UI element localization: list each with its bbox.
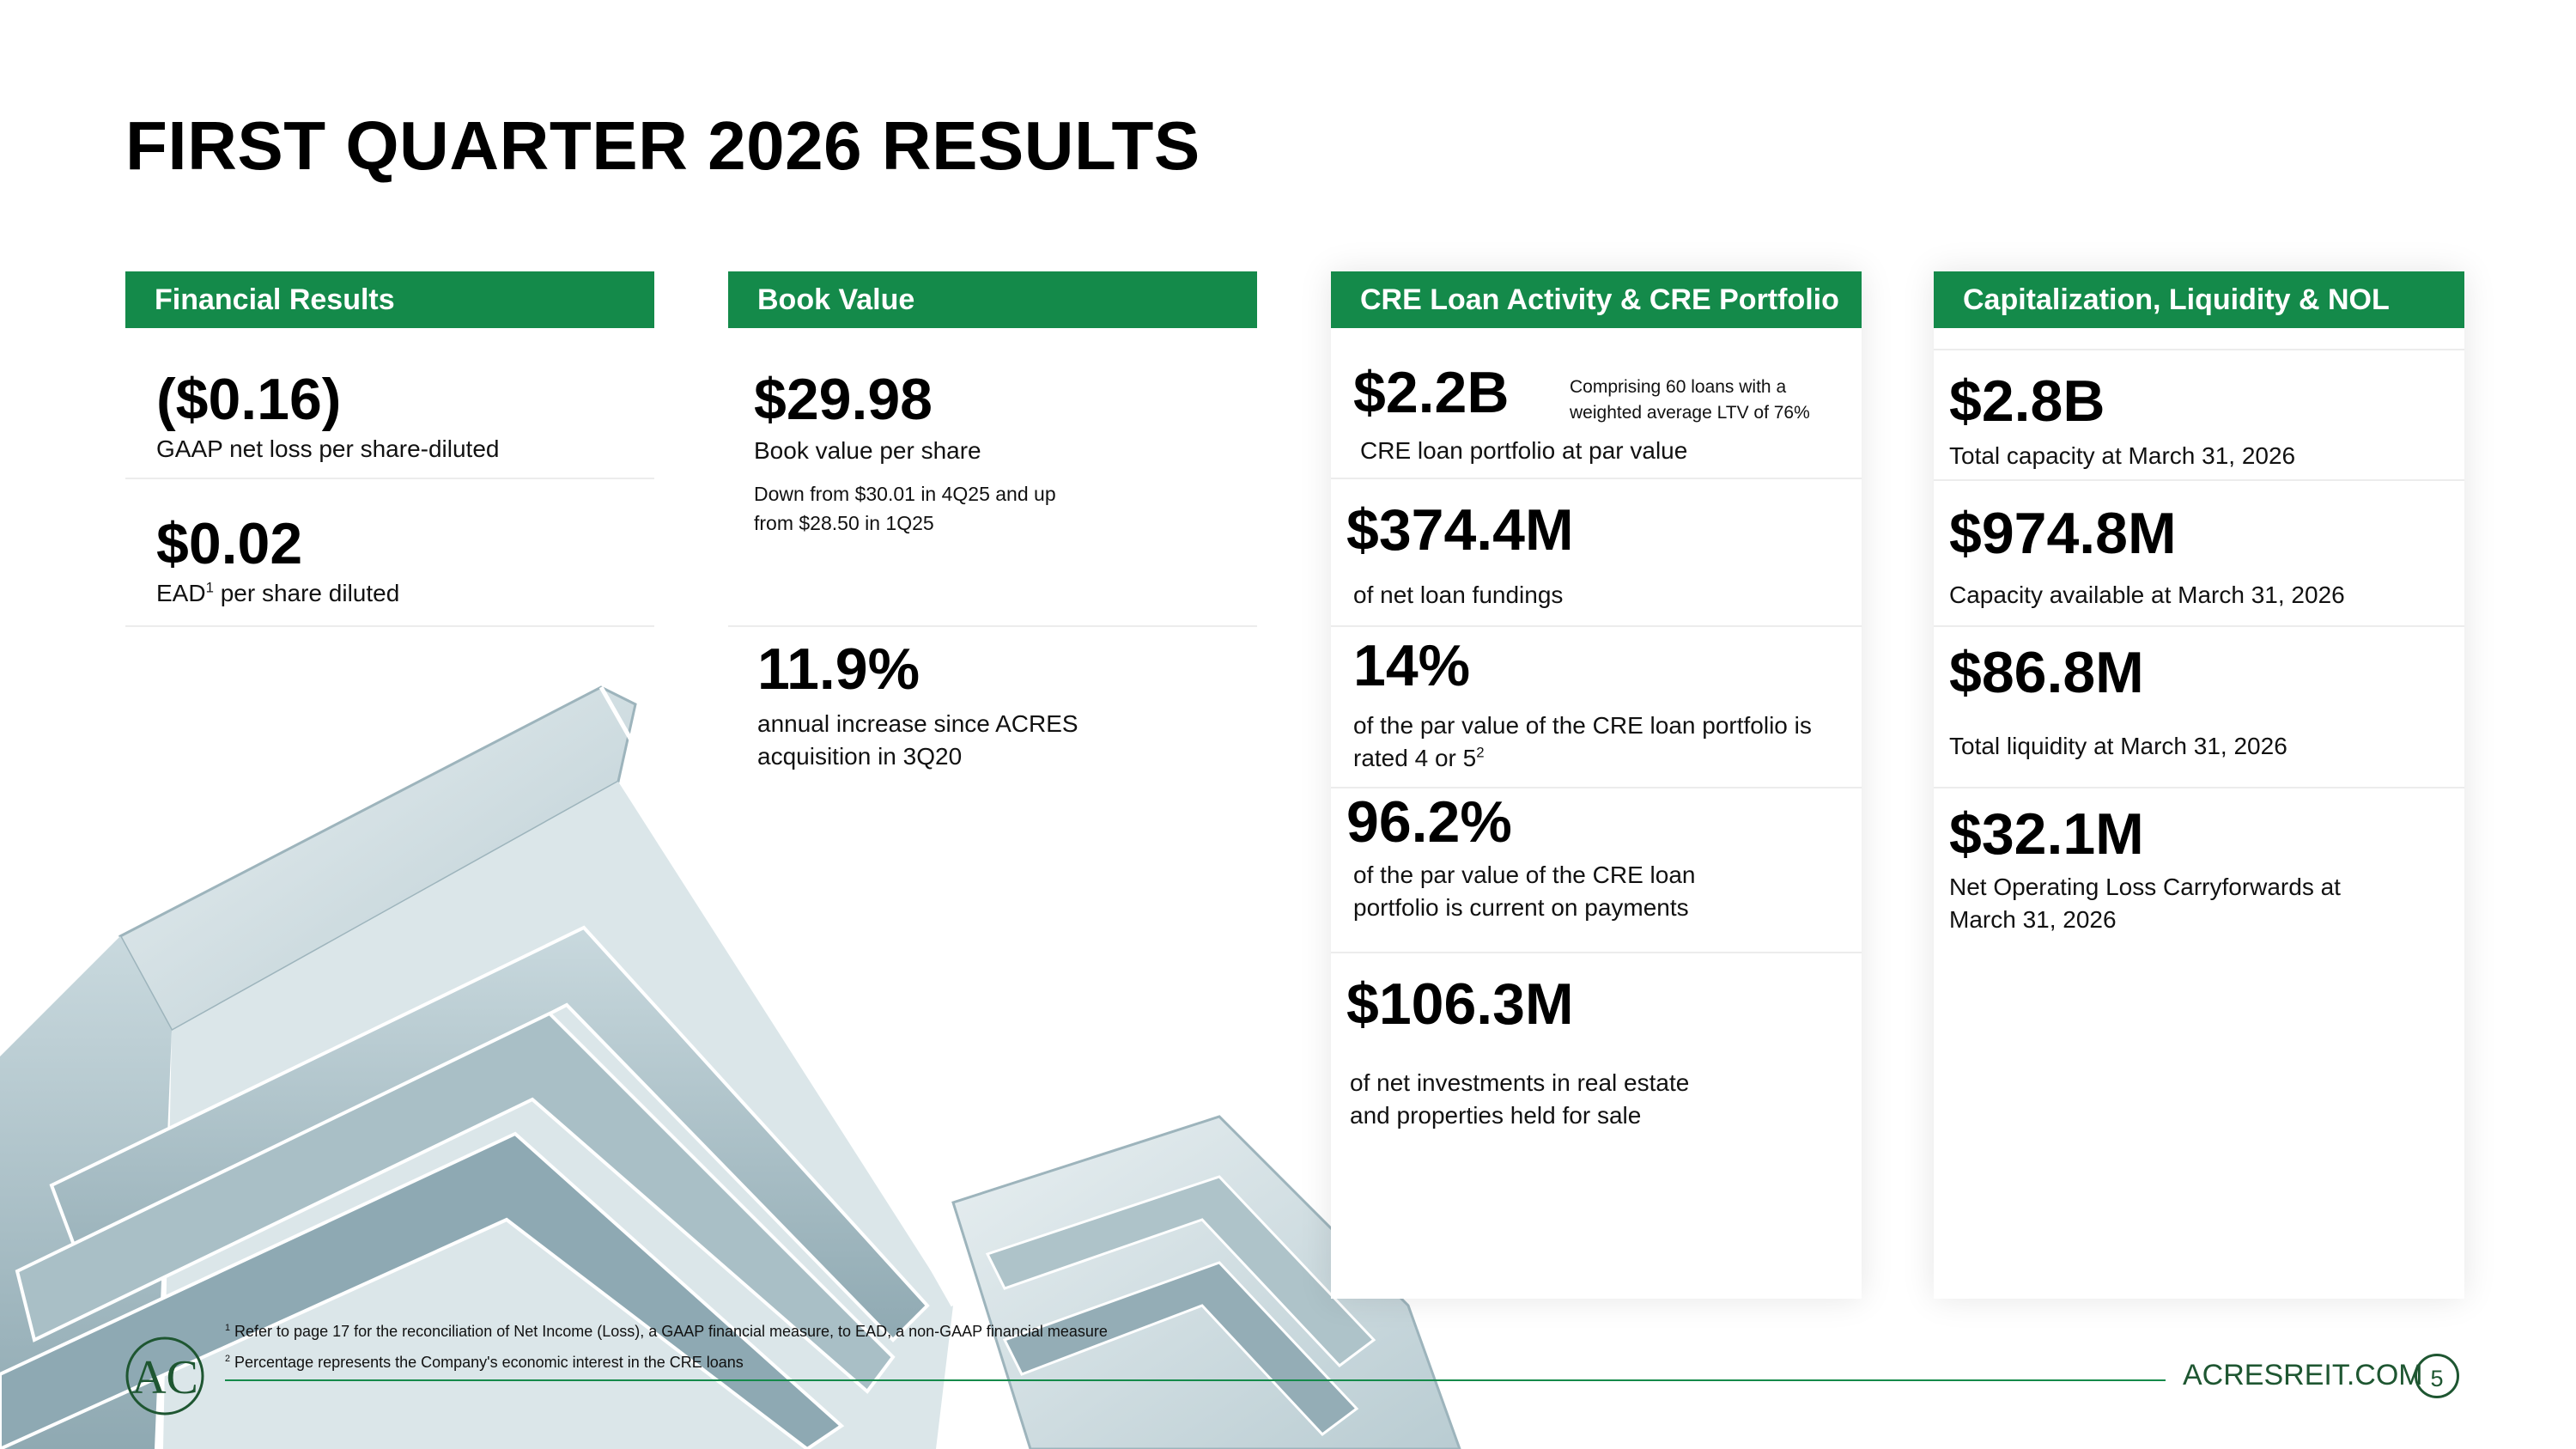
gaap-eps-cell: ($0.16) GAAP net loss per share-diluted bbox=[125, 328, 654, 479]
cre-portfolio-value: $2.2B bbox=[1353, 360, 1510, 425]
rated-value: 14% bbox=[1353, 633, 1471, 698]
cre-panel: CRE Loan Activity & CRE Portfolio $2.2B … bbox=[1331, 271, 1862, 1299]
bvps-label: Book value per share bbox=[754, 437, 981, 464]
annual-increase-line1: annual increase since ACRES bbox=[757, 710, 1078, 737]
annual-increase-value: 11.9% bbox=[757, 636, 920, 702]
cre-header: CRE Loan Activity & CRE Portfolio bbox=[1331, 271, 1862, 328]
capitalization-panel: Capitalization, Liquidity & NOL $2.8B To… bbox=[1934, 271, 2464, 1299]
capacity-available-value: $974.8M bbox=[1949, 501, 2177, 566]
real-estate-value: $106.3M bbox=[1346, 971, 1574, 1037]
current-payments-cell: 96.2% of the par value of the CRE loan p… bbox=[1331, 788, 1862, 953]
footer-divider bbox=[225, 1379, 2166, 1381]
website-link[interactable]: ACRESREIT.COM bbox=[2183, 1359, 2423, 1391]
total-liquidity-value: $86.8M bbox=[1949, 640, 2144, 705]
net-loan-fundings-label: of net loan fundings bbox=[1353, 581, 1564, 608]
total-liquidity-label: Total liquidity at March 31, 2026 bbox=[1949, 733, 2287, 759]
page-number: 5 bbox=[2415, 1354, 2459, 1398]
bvps-value: $29.98 bbox=[754, 367, 933, 432]
bvps-note-line1: Down from $30.01 in 4Q25 and up bbox=[754, 483, 1056, 505]
current-payments-value: 96.2% bbox=[1346, 789, 1512, 855]
cre-portfolio-note-line2: weighted average LTV of 76% bbox=[1570, 403, 1810, 423]
nol-value: $32.1M bbox=[1949, 801, 2144, 867]
ead-value: $0.02 bbox=[156, 511, 303, 576]
building-illustration bbox=[0, 685, 1461, 1449]
book-value-header: Book Value bbox=[728, 271, 1257, 328]
capitalization-header: Capitalization, Liquidity & NOL bbox=[1934, 271, 2464, 328]
rated-line1: of the par value of the CRE loan portfol… bbox=[1353, 712, 1812, 739]
cre-portfolio-cell: $2.2B Comprising 60 loans with a weighte… bbox=[1331, 328, 1862, 479]
cre-portfolio-label: CRE loan portfolio at par value bbox=[1360, 437, 1688, 464]
gaap-eps-value: ($0.16) bbox=[156, 367, 342, 432]
svg-text:AC: AC bbox=[131, 1351, 198, 1404]
financial-results-panel: Financial Results ($0.16) GAAP net loss … bbox=[125, 271, 654, 1302]
nol-line2: March 31, 2026 bbox=[1949, 906, 2117, 933]
rated-cell: 14% of the par value of the CRE loan por… bbox=[1331, 627, 1862, 788]
rated-line2: rated 4 or 52 bbox=[1353, 744, 1485, 771]
real-estate-line1: of net investments in real estate bbox=[1350, 1069, 1690, 1096]
total-capacity-value: $2.8B bbox=[1949, 368, 2105, 434]
total-capacity-cell: $2.8B Total capacity at March 31, 2026 bbox=[1934, 349, 2464, 481]
net-loan-fundings-value: $374.4M bbox=[1346, 497, 1574, 563]
ead-label: EAD1 per share diluted bbox=[156, 579, 400, 606]
bvps-note-line2: from $28.50 in 1Q25 bbox=[754, 512, 934, 534]
acres-logo: AC bbox=[125, 1336, 204, 1416]
total-capacity-label: Total capacity at March 31, 2026 bbox=[1949, 442, 2296, 469]
real-estate-cell: $106.3M of net investments in real estat… bbox=[1331, 953, 1862, 1211]
bvps-cell: $29.98 Book value per share Down from $3… bbox=[728, 328, 1257, 627]
net-loan-fundings-cell: $374.4M of net loan fundings bbox=[1331, 479, 1862, 627]
current-payments-line2: portfolio is current on payments bbox=[1353, 894, 1689, 921]
footnote-1: 1 Refer to page 17 for the reconciliatio… bbox=[225, 1323, 1108, 1340]
footnote-2: 2 Percentage represents the Company's ec… bbox=[225, 1354, 744, 1371]
annual-increase-line2: acquisition in 3Q20 bbox=[757, 743, 963, 770]
real-estate-line2: and properties held for sale bbox=[1350, 1102, 1642, 1129]
cre-portfolio-note-line1: Comprising 60 loans with a bbox=[1570, 377, 1787, 397]
annual-increase-cell: 11.9% annual increase since ACRES acquis… bbox=[728, 627, 1257, 885]
ead-cell: $0.02 EAD1 per share diluted bbox=[125, 479, 654, 627]
nol-line1: Net Operating Loss Carryforwards at bbox=[1949, 874, 2341, 900]
total-liquidity-cell: $86.8M Total liquidity at March 31, 2026 bbox=[1934, 627, 2464, 788]
capacity-available-cell: $974.8M Capacity available at March 31, … bbox=[1934, 479, 2464, 627]
page-title: FIRST QUARTER 2026 RESULTS bbox=[125, 107, 1200, 184]
capacity-available-label: Capacity available at March 31, 2026 bbox=[1949, 581, 2345, 608]
financial-results-header: Financial Results bbox=[125, 271, 654, 328]
current-payments-line1: of the par value of the CRE loan bbox=[1353, 861, 1696, 888]
book-value-panel: Book Value $29.98 Book value per share D… bbox=[728, 271, 1257, 1302]
nol-cell: $32.1M Net Operating Loss Carryforwards … bbox=[1934, 788, 2464, 1046]
gaap-eps-label: GAAP net loss per share-diluted bbox=[156, 435, 500, 462]
